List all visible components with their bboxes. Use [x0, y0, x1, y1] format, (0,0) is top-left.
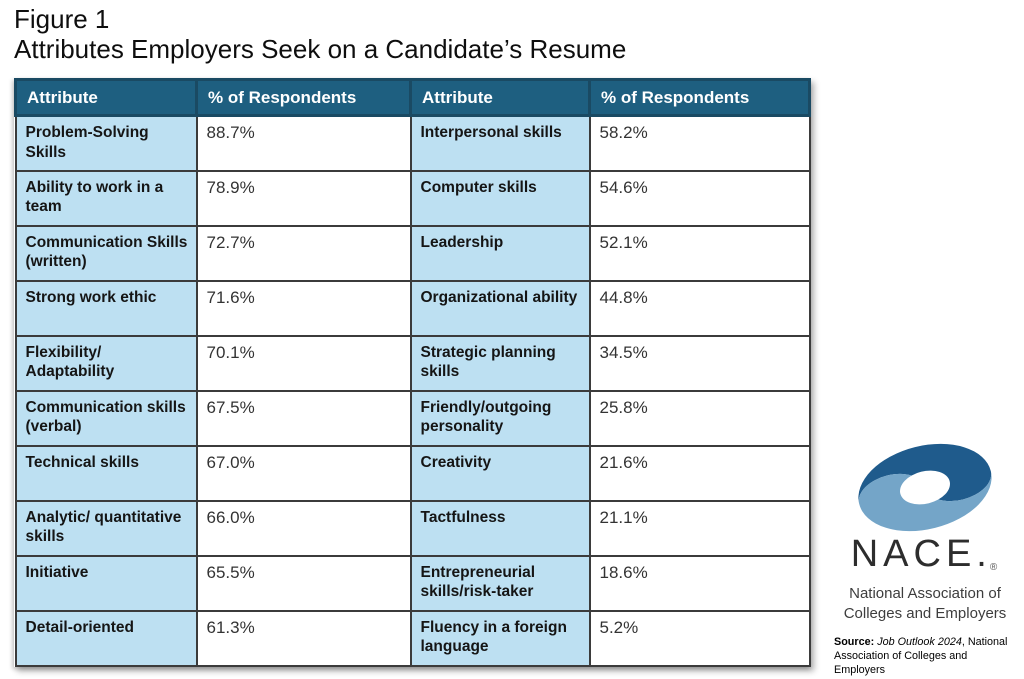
nace-swirl-logo-icon	[858, 443, 992, 532]
percent-cell: 67.5%	[195, 389, 412, 447]
attribute-cell: Computer skills	[409, 169, 591, 227]
table-row: Technical skills 67.0% Creativity 21.6%	[14, 444, 811, 502]
percent-cell: 21.6%	[588, 444, 811, 502]
percent-cell: 78.9%	[195, 169, 412, 227]
attribute-cell: Technical skills	[14, 444, 198, 502]
column-header: % of Respondents	[195, 78, 412, 117]
attribute-cell: Analytic/ quantitative skills	[14, 499, 198, 557]
attribute-cell: Initiative	[14, 554, 198, 612]
column-header: Attribute	[14, 78, 198, 117]
percent-cell: 25.8%	[588, 389, 811, 447]
figure-label: Figure 1	[14, 4, 110, 34]
figure-title: Attributes Employers Seek on a Candidate…	[14, 34, 627, 64]
attribute-cell: Strong work ethic	[14, 279, 198, 337]
table-row: Problem-Solving Skills 88.7% Interpersonal…	[14, 114, 811, 172]
source-rest: , National Association of Colleges and E…	[834, 635, 1008, 676]
table-row: Detail-oriented 61.3% Fluency in a foreign…	[14, 609, 811, 667]
org-name-line1: National Association of	[849, 585, 1001, 602]
attribute-cell: Fluency in a foreign language	[409, 609, 591, 667]
attribute-cell: Tactfulness	[409, 499, 591, 557]
attribute-cell: Interpersonal skills	[409, 114, 591, 172]
attribute-cell: Flexibility/ Adaptability	[14, 334, 198, 392]
org-name: National Association of Colleges and Emp…	[830, 584, 1020, 624]
attribute-cell: Communication Skills (written)	[14, 224, 198, 282]
percent-cell: 71.6%	[195, 279, 412, 337]
nace-branding: NACE.® National Association of Colleges …	[830, 438, 1020, 677]
percent-cell: 52.1%	[588, 224, 811, 282]
attribute-cell: Problem-Solving Skills	[14, 114, 198, 172]
percent-cell: 70.1%	[195, 334, 412, 392]
nace-wordmark: NACE.®	[830, 533, 1020, 576]
table-row: Flexibility/ Adaptability 70.1% Strategic …	[14, 334, 811, 392]
org-name-line2: Colleges and Employers	[843, 604, 1007, 622]
attribute-cell: Entrepreneurial skills/risk-taker	[409, 554, 591, 612]
attribute-cell: Ability to work in a team	[14, 169, 198, 227]
registered-trademark-symbol: ®	[989, 562, 998, 573]
source-publication: Job Outlook 2024	[877, 635, 962, 648]
table-row: Initiative 65.5% Entrepreneurial skills/ri…	[14, 554, 811, 612]
table-row: Communication Skills (written) 72.7% Leade…	[14, 224, 811, 282]
attribute-cell: Detail-oriented	[14, 609, 198, 667]
percent-cell: 34.5%	[588, 334, 811, 392]
table-row: Communication skills (verbal) 67.5% Friend…	[14, 389, 811, 447]
table-body: Problem-Solving Skills 88.7% Interpersonal…	[14, 114, 811, 667]
column-header: % of Respondents	[588, 78, 811, 117]
attribute-cell: Friendly/outgoing personality	[409, 389, 591, 447]
source-label: Source:	[834, 635, 875, 648]
nace-wordmark-text: NACE.	[850, 533, 992, 575]
table-row: Strong work ethic 71.6% Organizational abi…	[14, 279, 811, 337]
percent-cell: 44.8%	[588, 279, 811, 337]
percent-cell: 18.6%	[588, 554, 811, 612]
percent-cell: 5.2%	[588, 609, 811, 667]
percent-cell: 54.6%	[588, 169, 811, 227]
table-row: Ability to work in a team 78.9% Computer s…	[14, 169, 811, 227]
percent-cell: 58.2%	[588, 114, 811, 172]
attribute-cell: Leadership	[409, 224, 591, 282]
percent-cell: 61.3%	[195, 609, 412, 667]
attribute-cell: Strategic planning skills	[409, 334, 591, 392]
attributes-table: Attribute% of Respondents Attribute% of R…	[14, 78, 811, 667]
attribute-cell: Communication skills (verbal)	[14, 389, 198, 447]
percent-cell: 65.5%	[195, 554, 412, 612]
percent-cell: 88.7%	[195, 114, 412, 172]
attribute-cell: Creativity	[409, 444, 591, 502]
percent-cell: 21.1%	[588, 499, 811, 557]
table-header-row: Attribute% of Respondents Attribute% of R…	[14, 78, 811, 117]
figure-header: Figure 1 Attributes Employers Seek on a …	[14, 4, 626, 64]
column-header: Attribute	[409, 78, 591, 117]
percent-cell: 72.7%	[195, 224, 412, 282]
percent-cell: 67.0%	[195, 444, 412, 502]
table-row: Analytic/ quantitative skills 66.0% Tactfu…	[14, 499, 811, 557]
attribute-cell: Organizational ability	[409, 279, 591, 337]
percent-cell: 66.0%	[195, 499, 412, 557]
source-note: Source: Job Outlook 2024, National Assoc…	[830, 635, 1020, 677]
